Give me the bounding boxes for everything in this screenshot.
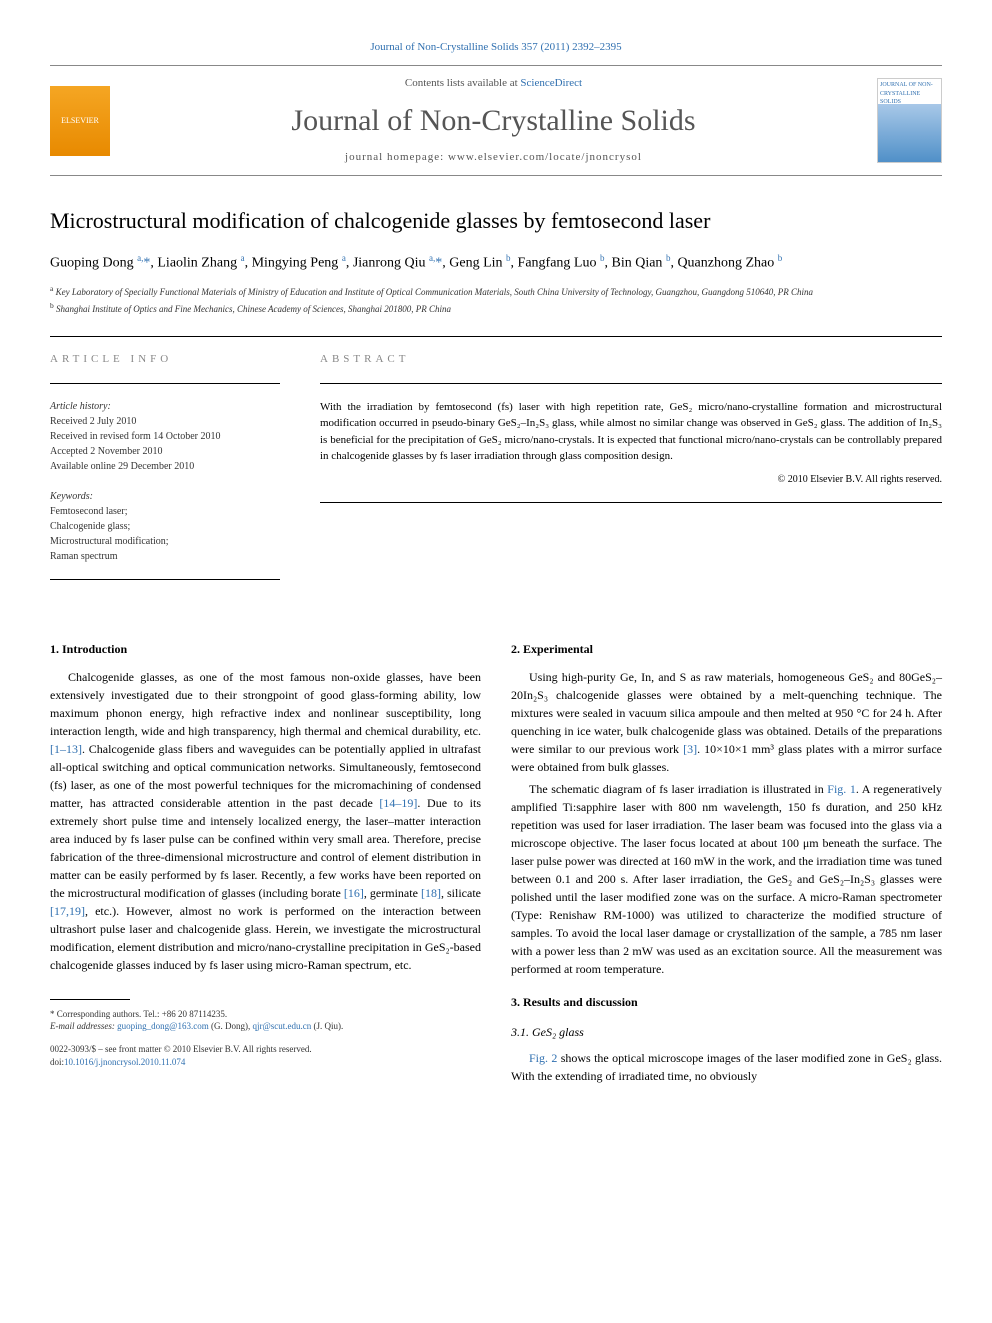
- ref-link[interactable]: [3]: [683, 742, 697, 756]
- email-line: E-mail addresses: guoping_dong@163.com (…: [50, 1020, 481, 1033]
- keyword: Femtosecond laser;: [50, 504, 280, 519]
- keywords-label: Keywords:: [50, 489, 280, 504]
- intro-text: , germinate: [364, 886, 421, 900]
- intro-heading: 1. Introduction: [50, 640, 481, 658]
- corresponding-author: * Corresponding authors. Tel.: +86 20 87…: [50, 1008, 481, 1021]
- article-title: Microstructural modification of chalcoge…: [50, 206, 942, 237]
- history-line: Received in revised form 14 October 2010: [50, 429, 280, 444]
- doi-prefix: doi:: [50, 1057, 64, 1067]
- article-history: Article history: Received 2 July 2010 Re…: [50, 399, 280, 474]
- results-paragraph: Fig. 2 shows the optical microscope imag…: [511, 1049, 942, 1085]
- email-label: E-mail addresses:: [50, 1021, 117, 1031]
- email-link[interactable]: guoping_dong@163.com: [117, 1021, 209, 1031]
- front-matter: 0022-3093/$ – see front matter © 2010 El…: [50, 1043, 481, 1057]
- abstract-divider: [320, 383, 942, 384]
- history-line: Received 2 July 2010: [50, 414, 280, 429]
- footnote-separator: [50, 999, 130, 1000]
- affiliation: b Shanghai Institute of Optics and Fine …: [50, 300, 942, 317]
- experimental-paragraph: The schematic diagram of fs laser irradi…: [511, 780, 942, 978]
- abstract-col: ABSTRACT With the irradiation by femtose…: [320, 352, 942, 594]
- fig-link[interactable]: Fig. 1: [827, 782, 856, 796]
- journal-name: Journal of Non-Crystalline Solids: [110, 100, 877, 142]
- contents-prefix: Contents lists available at: [405, 77, 520, 89]
- copyright-footer: 0022-3093/$ – see front matter © 2010 El…: [50, 1043, 481, 1070]
- keyword: Chalcogenide glass;: [50, 519, 280, 534]
- email-name: (G. Dong),: [209, 1021, 253, 1031]
- divider: [50, 336, 942, 337]
- exp-text: The schematic diagram of fs laser irradi…: [529, 782, 827, 796]
- intro-text: Chalcogenide glasses, as one of the most…: [50, 670, 481, 738]
- ref-link[interactable]: [18]: [421, 886, 441, 900]
- doi-link[interactable]: 10.1016/j.jnoncrysol.2010.11.074: [64, 1057, 185, 1067]
- left-column: 1. Introduction Chalcogenide glasses, as…: [50, 625, 481, 1089]
- email-link[interactable]: qjr@scut.edu.cn: [252, 1021, 311, 1031]
- experimental-paragraph: Using high-purity Ge, In, and S as raw m…: [511, 668, 942, 776]
- ref-link[interactable]: [1–13]: [50, 742, 82, 756]
- article-info-col: ARTICLE INFO Article history: Received 2…: [50, 352, 280, 594]
- results-text: shows the optical microscope images of t…: [511, 1051, 942, 1083]
- contents-list: Contents lists available at ScienceDirec…: [110, 76, 877, 91]
- body-columns: 1. Introduction Chalcogenide glasses, as…: [50, 625, 942, 1089]
- affiliation: a Key Laboratory of Specially Functional…: [50, 283, 942, 300]
- keyword: Raman spectrum: [50, 549, 280, 564]
- intro-text: , silicate: [441, 886, 481, 900]
- info-abstract-row: ARTICLE INFO Article history: Received 2…: [50, 352, 942, 594]
- affiliations: a Key Laboratory of Specially Functional…: [50, 283, 942, 316]
- doi-line: doi:10.1016/j.jnoncrysol.2010.11.074: [50, 1056, 481, 1070]
- header-citation: Journal of Non-Crystalline Solids 357 (2…: [50, 40, 942, 55]
- abstract-heading: ABSTRACT: [320, 352, 942, 367]
- footnotes: * Corresponding authors. Tel.: +86 20 87…: [50, 1008, 481, 1033]
- intro-text: . Due to its extremely short pulse time …: [50, 796, 481, 900]
- authors-list: Guoping Dong a,*, Liaolin Zhang a, Mingy…: [50, 252, 942, 273]
- banner-center: Contents lists available at ScienceDirec…: [110, 76, 877, 165]
- citation-link[interactable]: Journal of Non-Crystalline Solids 357 (2…: [370, 41, 621, 53]
- intro-paragraph: Chalcogenide glasses, as one of the most…: [50, 668, 481, 974]
- ref-link[interactable]: [17,19]: [50, 904, 85, 918]
- homepage-url: www.elsevier.com/locate/jnoncrysol: [448, 151, 642, 163]
- keyword: Microstructural modification;: [50, 534, 280, 549]
- ref-link[interactable]: [14–19]: [379, 796, 417, 810]
- email-name: (J. Qiu).: [311, 1021, 343, 1031]
- exp-text: . A regeneratively amplified Ti:sapphire…: [511, 782, 942, 976]
- subsection-heading: 3.1. GeS₂ glass: [511, 1023, 942, 1041]
- sciencedirect-link[interactable]: ScienceDirect: [520, 77, 582, 89]
- info-divider: [50, 383, 280, 384]
- abstract-copyright: © 2010 Elsevier B.V. All rights reserved…: [320, 473, 942, 487]
- intro-text: , etc.). However, almost no work is perf…: [50, 904, 481, 972]
- journal-homepage: journal homepage: www.elsevier.com/locat…: [110, 150, 877, 165]
- abstract-text: With the irradiation by femtosecond (fs)…: [320, 399, 942, 465]
- abstract-divider-bottom: [320, 502, 942, 503]
- journal-banner: ELSEVIER Contents lists available at Sci…: [50, 65, 942, 176]
- fig-link[interactable]: Fig. 2: [529, 1051, 557, 1065]
- right-column: 2. Experimental Using high-purity Ge, In…: [511, 625, 942, 1089]
- article-info-heading: ARTICLE INFO: [50, 352, 280, 367]
- info-divider-bottom: [50, 579, 280, 580]
- ref-link[interactable]: [16]: [344, 886, 364, 900]
- homepage-prefix: journal homepage:: [345, 151, 448, 163]
- history-label: Article history:: [50, 399, 280, 414]
- history-line: Available online 29 December 2010: [50, 459, 280, 474]
- experimental-heading: 2. Experimental: [511, 640, 942, 658]
- keywords-block: Keywords: Femtosecond laser; Chalcogenid…: [50, 489, 280, 564]
- elsevier-logo: ELSEVIER: [50, 86, 110, 156]
- history-line: Accepted 2 November 2010: [50, 444, 280, 459]
- journal-cover-thumbnail: JOURNAL OF NON-CRYSTALLINE SOLIDS: [877, 78, 942, 163]
- results-heading: 3. Results and discussion: [511, 993, 942, 1011]
